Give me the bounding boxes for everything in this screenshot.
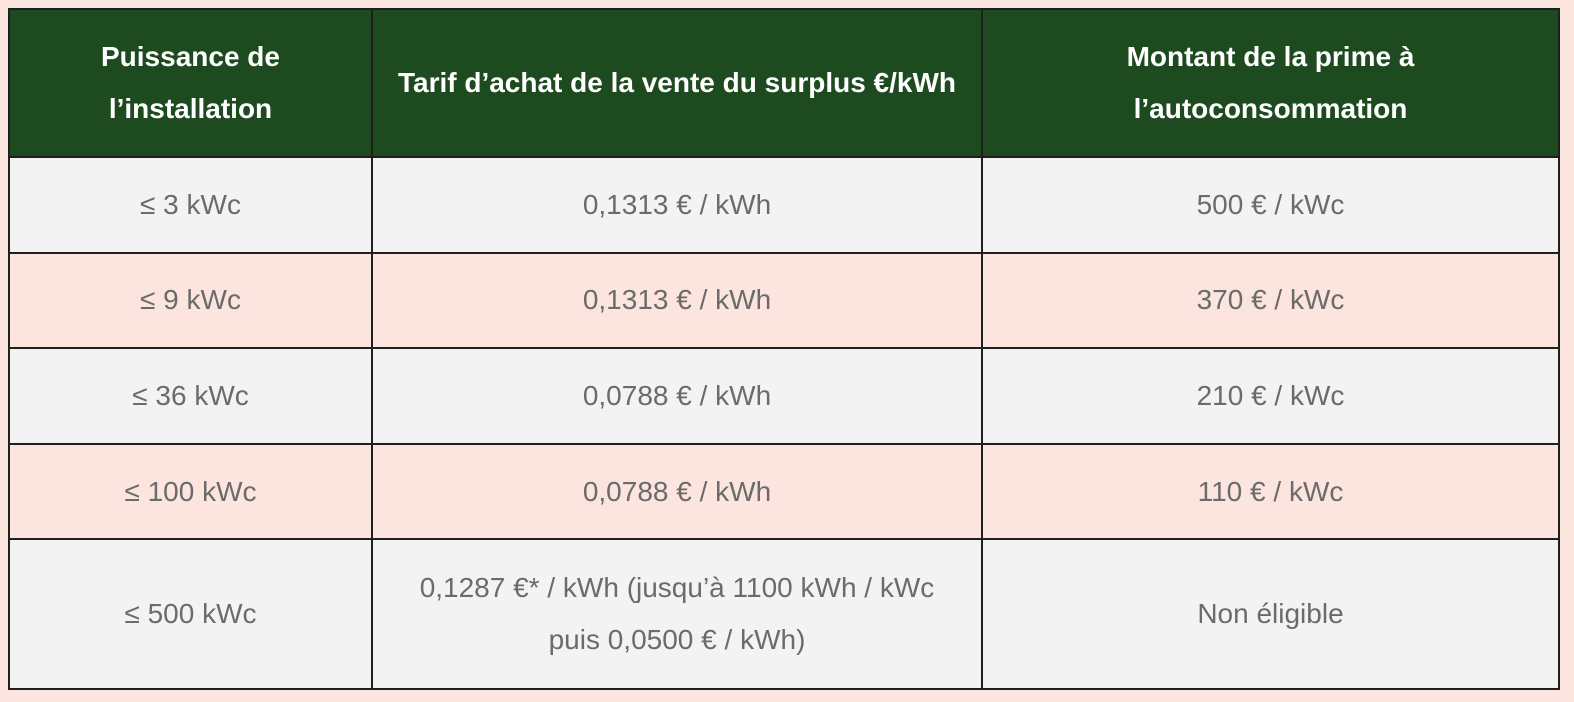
table-cell: 210 € / kWc [981,347,1560,445]
table-cell: ≤ 3 kWc [8,156,373,254]
table-cell: 0,1287 €* / kWh (jusqu’à 1100 kWh / kWc … [371,538,983,690]
table-row: ≤ 3 kWc 0,1313 € / kWh 500 € / kWc [8,156,1560,254]
table-row: ≤ 36 kWc 0,0788 € / kWh 210 € / kWc [8,347,1560,445]
header-cell: Tarif d’achat de la vente du surplus €/k… [371,8,983,158]
table-row: ≤ 9 kWc 0,1313 € / kWh 370 € / kWc [8,251,1560,350]
tariff-table: Puissance de l’installation Tarif d’achat… [8,8,1560,690]
table-cell: 0,0788 € / kWh [371,347,983,445]
table-cell: ≤ 9 kWc [8,251,373,350]
table-cell: ≤ 100 kWc [8,442,373,541]
table-cell: Non éligible [981,538,1560,690]
table-row: ≤ 100 kWc 0,0788 € / kWh 110 € / kWc [8,442,1560,541]
table-row: ≤ 500 kWc 0,1287 €* / kWh (jusqu’à 1100 k… [8,538,1560,690]
table-cell: 370 € / kWc [981,251,1560,350]
table-cell: 500 € / kWc [981,156,1560,254]
table-header: Puissance de l’installation Tarif d’achat… [8,8,1560,158]
table-cell: 0,1313 € / kWh [371,251,983,350]
header-cell: Puissance de l’installation [8,8,373,158]
table-cell: 0,0788 € / kWh [371,442,983,541]
table-cell: ≤ 500 kWc [8,538,373,690]
header-row: Puissance de l’installation Tarif d’achat… [8,8,1560,158]
table-cell: 110 € / kWc [981,442,1560,541]
header-cell: Montant de la prime à l’autoconsommation [981,8,1560,158]
table-cell: 0,1313 € / kWh [371,156,983,254]
table-body: ≤ 3 kWc 0,1313 € / kWh 500 € / kWc ≤ 9 kWc 0… [8,156,1560,690]
table-cell: ≤ 36 kWc [8,347,373,445]
